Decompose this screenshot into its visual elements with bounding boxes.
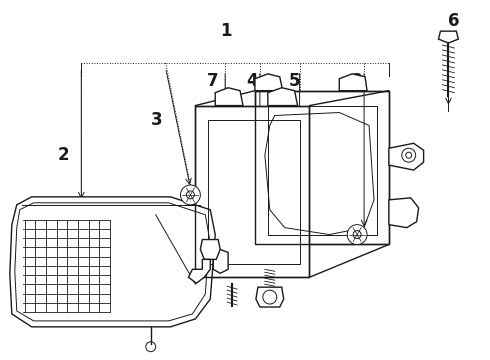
Text: 3: 3 — [151, 112, 163, 130]
Polygon shape — [268, 88, 297, 105]
Polygon shape — [389, 198, 418, 228]
Polygon shape — [10, 197, 215, 327]
Text: 5: 5 — [289, 72, 300, 90]
Text: 2: 2 — [58, 146, 69, 164]
Polygon shape — [215, 88, 243, 105]
Polygon shape — [339, 74, 367, 91]
Text: 1: 1 — [220, 22, 232, 40]
Polygon shape — [389, 143, 424, 170]
Polygon shape — [200, 239, 220, 260]
Polygon shape — [255, 74, 283, 91]
Text: 8: 8 — [351, 72, 363, 90]
Polygon shape — [213, 249, 228, 273]
Text: 6: 6 — [448, 12, 459, 30]
Polygon shape — [256, 287, 284, 307]
Text: 7: 7 — [206, 72, 218, 90]
Polygon shape — [439, 31, 458, 43]
Polygon shape — [255, 91, 389, 244]
Circle shape — [347, 225, 367, 244]
Circle shape — [180, 185, 200, 205]
Text: 4: 4 — [246, 72, 258, 90]
Polygon shape — [189, 260, 210, 283]
Polygon shape — [196, 105, 310, 277]
